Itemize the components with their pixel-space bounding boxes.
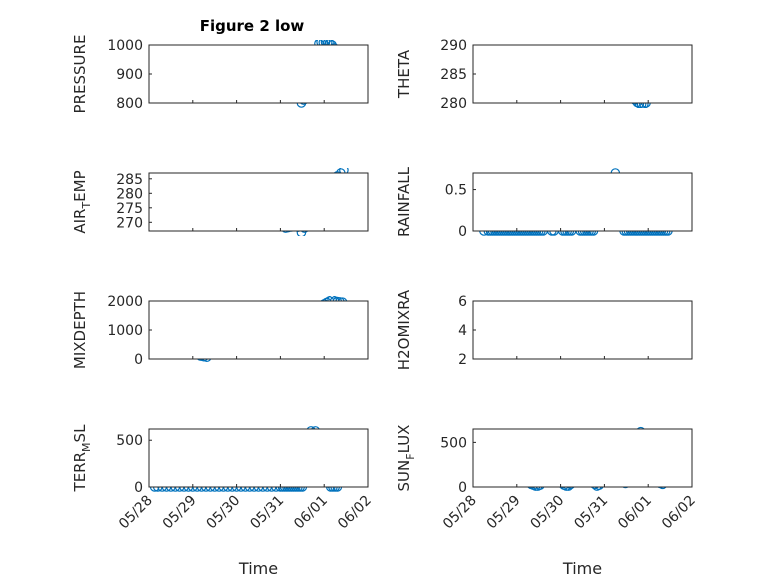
y-axis-label: THETA [395,49,413,99]
subplot-1: 800 900 1000 PRESSURE [71,35,369,114]
x-tick-label: 05/30 [528,493,568,533]
y-axis-label: SUNFLUX [395,425,417,492]
y-axis-label: TERRMSL [71,424,93,493]
subplot-5: 0 1000 2000 MIXDEPTH [71,291,369,369]
axes-box [472,428,693,488]
x-axis-label: Time [238,559,278,578]
x-tick-label: 05/31 [571,493,611,533]
x-tick-label: 06/01 [615,493,655,533]
y-tick-label: 800 [116,96,143,112]
y-tick-label: 280 [116,186,143,202]
y-tick-label: 0 [134,352,143,368]
x-axis-label: Time [562,559,602,578]
y-tick-label: 290 [440,38,467,54]
axes-box [472,300,693,360]
y-tick-label: 270 [116,215,143,231]
axes-box [472,44,693,104]
x-tick-label: 05/28 [116,493,156,533]
subplot-4: 0 0.5 RAINFALL [395,166,693,240]
x-tick-label: 05/31 [247,493,287,533]
y-tick-label: 2000 [107,294,143,310]
axes-box [148,44,369,104]
y-tick-label: 500 [440,435,467,451]
y-axis-label: H2OMIXRA [395,289,413,370]
x-tick-label: 06/02 [659,493,699,533]
y-axis-label: RAINFALL [395,166,413,237]
y-tick-label: 4 [458,323,467,339]
x-tick-label: 05/29 [484,493,524,533]
y-tick-label: 0 [134,480,143,496]
y-tick-label: 2 [458,352,467,368]
subplot-7: 0 500 TERRMSL 05/28 05/29 05/30 05/31 06/01 06/0… [71,424,375,578]
axes-box [148,428,369,488]
y-tick-label: 1000 [107,38,143,54]
y-tick-label: 900 [116,67,143,83]
y-axis-label: PRESSURE [71,35,89,114]
y-tick-label: 0 [458,224,467,240]
y-tick-label: 0 [458,480,467,496]
x-tick-label: 05/28 [440,493,480,533]
y-tick-label: 285 [116,172,143,188]
subplot-6: 2 4 6 H2OMIXRA [395,289,693,370]
axes-box [148,172,369,232]
y-tick-label: 285 [440,67,467,83]
subplot-2: 280 285 290 THETA [395,38,693,112]
y-tick-label: 1000 [107,323,143,339]
y-tick-label: 6 [458,294,467,310]
axes-box [472,172,693,232]
y-tick-label: 275 [116,201,143,217]
y-tick-label: 0.5 [445,183,467,199]
subplot-8: 0 500 SUNFLUX 05/28 05/29 05/30 05/31 06/01 06/0… [395,425,699,578]
y-tick-label: 280 [440,96,467,112]
x-tick-label: 06/01 [291,493,331,533]
x-tick-label: 05/30 [204,493,244,533]
figure-title: Figure 2 low [200,17,305,35]
y-axis-label: AIRTEMP [71,170,93,233]
y-tick-label: 500 [116,433,143,449]
axes-box [148,300,369,360]
y-axis-label: MIXDEPTH [71,291,89,369]
x-tick-label: 05/29 [160,493,200,533]
x-tick-label: 06/02 [335,493,375,533]
